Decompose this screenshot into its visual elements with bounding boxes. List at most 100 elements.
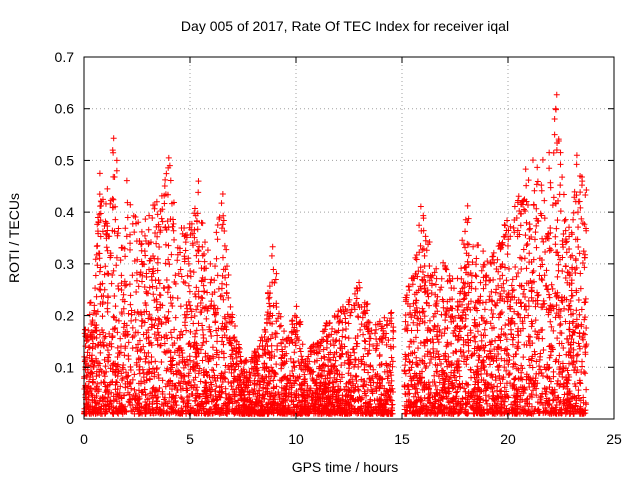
data-point bbox=[580, 248, 587, 255]
data-point bbox=[120, 324, 127, 331]
data-point bbox=[136, 366, 143, 373]
data-point bbox=[214, 236, 221, 243]
data-point bbox=[185, 380, 192, 387]
data-point bbox=[559, 360, 566, 367]
data-point bbox=[87, 403, 94, 410]
data-point bbox=[331, 386, 338, 393]
data-point bbox=[321, 354, 328, 361]
data-point bbox=[433, 348, 440, 355]
data-point bbox=[185, 260, 192, 267]
data-point bbox=[163, 276, 170, 283]
data-point bbox=[233, 354, 240, 361]
data-point bbox=[496, 372, 503, 379]
data-point bbox=[266, 303, 273, 310]
data-point bbox=[578, 306, 585, 313]
data-point bbox=[101, 271, 108, 278]
data-point bbox=[542, 282, 549, 289]
data-point bbox=[563, 399, 570, 406]
data-point bbox=[131, 229, 138, 236]
data-point bbox=[523, 306, 530, 313]
data-point bbox=[351, 349, 358, 356]
data-point bbox=[138, 241, 145, 248]
data-point bbox=[523, 219, 530, 226]
data-point bbox=[574, 351, 581, 358]
data-point bbox=[563, 249, 570, 256]
data-point bbox=[428, 356, 435, 363]
data-point bbox=[562, 227, 569, 234]
data-point bbox=[124, 378, 131, 385]
data-point bbox=[565, 269, 572, 276]
data-point bbox=[314, 350, 321, 357]
data-point bbox=[569, 252, 576, 259]
data-point bbox=[534, 164, 541, 171]
data-point bbox=[210, 367, 217, 374]
data-point bbox=[316, 365, 323, 372]
data-point bbox=[146, 400, 153, 407]
data-point bbox=[223, 334, 230, 341]
data-point bbox=[299, 392, 306, 399]
data-point bbox=[489, 298, 496, 305]
data-point bbox=[96, 286, 103, 293]
data-point bbox=[470, 369, 477, 376]
data-point bbox=[222, 385, 229, 392]
data-point bbox=[500, 330, 507, 337]
data-point bbox=[490, 324, 497, 331]
data-point bbox=[457, 325, 464, 332]
data-point bbox=[148, 316, 155, 323]
data-point bbox=[333, 367, 340, 374]
data-point bbox=[482, 273, 489, 280]
data-point bbox=[504, 242, 511, 249]
data-point bbox=[495, 344, 502, 351]
data-point bbox=[566, 246, 573, 253]
data-point bbox=[486, 293, 493, 300]
data-point bbox=[570, 358, 577, 365]
data-point bbox=[148, 273, 155, 280]
data-point bbox=[530, 387, 537, 394]
data-point bbox=[514, 227, 521, 234]
data-point bbox=[97, 217, 104, 224]
data-point bbox=[180, 398, 187, 405]
data-point bbox=[190, 269, 197, 276]
data-point bbox=[231, 334, 238, 341]
data-point bbox=[420, 227, 427, 234]
data-point bbox=[354, 285, 361, 292]
data-point bbox=[213, 383, 220, 390]
data-point bbox=[297, 348, 304, 355]
data-point bbox=[97, 349, 104, 356]
data-point bbox=[473, 255, 480, 262]
data-point bbox=[557, 329, 564, 336]
data-point bbox=[420, 215, 427, 222]
data-point bbox=[195, 189, 202, 196]
data-point bbox=[181, 373, 188, 380]
data-point bbox=[579, 220, 586, 227]
data-point bbox=[354, 333, 361, 340]
data-point bbox=[452, 395, 459, 402]
data-point bbox=[553, 302, 560, 309]
data-point bbox=[554, 335, 561, 342]
data-point bbox=[247, 372, 254, 379]
data-point bbox=[582, 349, 589, 356]
data-point bbox=[433, 368, 440, 375]
data-point bbox=[446, 398, 453, 405]
data-point bbox=[509, 315, 516, 322]
data-point bbox=[197, 346, 204, 353]
data-point bbox=[189, 405, 196, 412]
data-point bbox=[475, 297, 482, 304]
data-point bbox=[109, 334, 116, 341]
data-point bbox=[184, 305, 191, 312]
data-point bbox=[562, 275, 569, 282]
data-point bbox=[230, 391, 237, 398]
data-point bbox=[104, 300, 111, 307]
data-point bbox=[565, 306, 572, 313]
data-point bbox=[199, 322, 206, 329]
data-point bbox=[321, 328, 328, 335]
data-point bbox=[184, 403, 191, 410]
data-point bbox=[546, 384, 553, 391]
data-point bbox=[583, 386, 590, 393]
data-point bbox=[120, 305, 127, 312]
data-point bbox=[421, 402, 428, 409]
data-point bbox=[464, 202, 471, 209]
data-point bbox=[218, 338, 225, 345]
data-point bbox=[526, 383, 533, 390]
data-point bbox=[500, 410, 507, 417]
